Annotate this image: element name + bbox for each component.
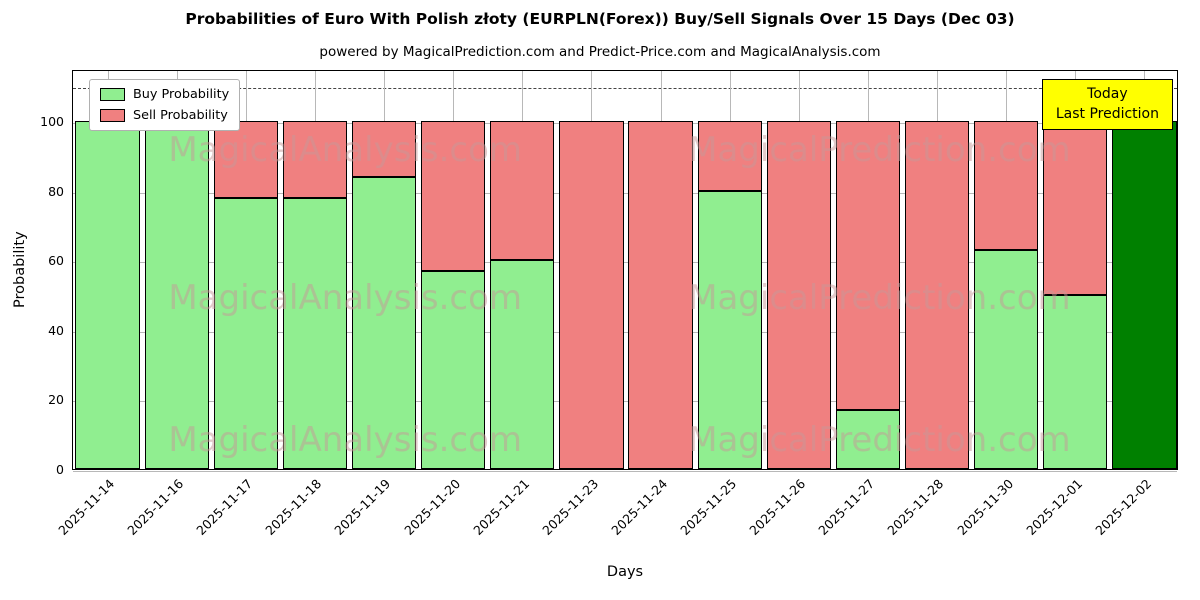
x-tick-label: 2025-12-02 bbox=[1092, 476, 1155, 538]
h-gridline bbox=[73, 471, 1177, 472]
h-gridline bbox=[73, 401, 1177, 403]
bar-segment-buy bbox=[421, 270, 486, 469]
chart-title: Probabilities of Euro With Polish złoty … bbox=[185, 10, 1015, 28]
y-tick-label: 100 bbox=[40, 114, 64, 130]
bar-segment-sell bbox=[213, 121, 278, 198]
y-tick-label: 0 bbox=[56, 462, 64, 477]
bar-segment-sell bbox=[1043, 121, 1108, 296]
bar-segment-sell bbox=[282, 121, 348, 198]
legend-label: Sell Probability bbox=[133, 108, 228, 123]
today-annotation-line1: Today bbox=[1087, 86, 1128, 102]
bar-segment-sell bbox=[628, 121, 693, 469]
y-axis-label: Probability bbox=[12, 231, 28, 309]
bar-segment-buy bbox=[1043, 295, 1108, 469]
h-gridline bbox=[73, 123, 1177, 125]
y-tick-label: 40 bbox=[48, 322, 64, 338]
bar-segment-sell bbox=[490, 121, 555, 261]
bar-segment-sell bbox=[351, 121, 417, 177]
bar-segment-buy bbox=[490, 260, 555, 469]
legend-item: Sell Probability bbox=[100, 108, 229, 123]
x-tick-label: 2025-11-26 bbox=[746, 476, 809, 538]
bar-segment-buy bbox=[75, 121, 140, 469]
bar-segment-sell bbox=[766, 121, 831, 469]
y-tick-label: 60 bbox=[48, 253, 64, 269]
chart-subtitle: powered by MagicalPrediction.com and Pre… bbox=[319, 44, 881, 60]
x-tick-label: 2025-11-17 bbox=[193, 476, 256, 538]
bar-segment-sell bbox=[904, 121, 970, 469]
x-tick-label: 2025-11-14 bbox=[55, 476, 118, 538]
x-tick-label: 2025-11-16 bbox=[124, 476, 187, 538]
x-tick-label: 2025-11-24 bbox=[608, 476, 671, 538]
h-gridline bbox=[73, 262, 1177, 264]
x-tick-label: 2025-11-20 bbox=[400, 476, 463, 538]
y-tick-label: 80 bbox=[48, 183, 64, 199]
bar-today bbox=[1112, 121, 1177, 469]
bar-segment-buy bbox=[213, 197, 278, 469]
bar-segment-buy bbox=[351, 176, 417, 469]
bar-segment-sell bbox=[697, 121, 762, 191]
legend-swatch bbox=[100, 109, 125, 122]
threshold-dashed-line bbox=[73, 88, 1177, 90]
bar-segment-sell bbox=[974, 121, 1039, 250]
legend-swatch bbox=[100, 88, 125, 101]
x-axis-label: Days bbox=[606, 564, 644, 580]
bar-segment-buy bbox=[974, 249, 1039, 469]
bar-segment-sell bbox=[835, 121, 901, 410]
bar-segment-buy bbox=[835, 409, 901, 469]
bar-segment-sell bbox=[421, 121, 486, 271]
x-tick-label: 2025-11-18 bbox=[262, 476, 325, 538]
bar-segment-buy bbox=[144, 121, 209, 469]
x-tick-label: 2025-11-25 bbox=[677, 476, 740, 538]
legend-label: Buy Probability bbox=[133, 87, 230, 102]
legend-item: Buy Probability bbox=[100, 87, 229, 102]
x-tick-label: 2025-11-27 bbox=[815, 476, 878, 538]
bar-segment-sell bbox=[559, 121, 624, 469]
bar-segment-buy bbox=[282, 197, 348, 469]
x-tick-label: 2025-11-21 bbox=[469, 476, 532, 538]
x-tick-label: 2025-11-28 bbox=[884, 476, 947, 538]
today-annotation-line2: Last Prediction bbox=[1055, 106, 1159, 123]
plot-area: Buy Probability Sell Probability Today La… bbox=[72, 70, 1178, 472]
h-gridline bbox=[73, 331, 1177, 333]
today-annotation: Today Last Prediction bbox=[1041, 79, 1173, 130]
x-tick-label: 2025-12-01 bbox=[1022, 476, 1085, 538]
bar-segment-buy bbox=[697, 190, 762, 469]
x-tick-label: 2025-11-19 bbox=[331, 476, 394, 538]
legend: Buy Probability Sell Probability bbox=[89, 79, 241, 131]
h-gridline bbox=[73, 192, 1177, 194]
x-tick-label: 2025-11-23 bbox=[539, 476, 602, 538]
x-tick-label: 2025-11-30 bbox=[953, 476, 1016, 538]
y-tick-label: 20 bbox=[48, 392, 64, 408]
